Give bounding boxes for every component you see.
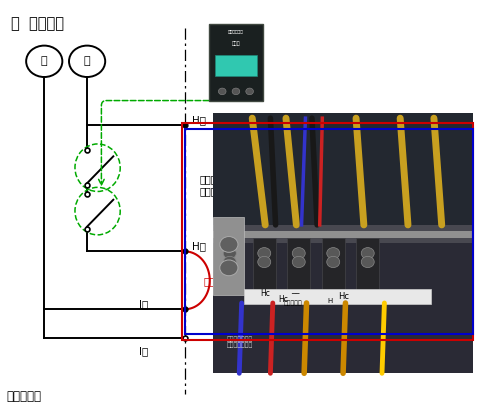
Bar: [213, 225, 473, 243]
Circle shape: [361, 256, 374, 267]
Circle shape: [361, 248, 374, 259]
Text: 図  ８７－９: 図 ８７－９: [11, 16, 64, 31]
Bar: [185, 129, 473, 334]
Circle shape: [220, 260, 238, 276]
Text: －: －: [41, 56, 47, 66]
Text: Hc: Hc: [278, 295, 288, 304]
Text: H: H: [328, 298, 333, 304]
Bar: [218, 238, 241, 292]
Text: 消火栓発地器: 消火栓発地器: [228, 30, 244, 34]
Bar: [213, 113, 473, 230]
Circle shape: [258, 256, 271, 267]
Bar: [213, 113, 473, 373]
Text: 渡り: 渡り: [204, 277, 217, 287]
Text: を確認し、その
けてください。: を確認し、その けてください。: [226, 336, 252, 348]
Circle shape: [220, 237, 238, 253]
Text: ──: ──: [291, 291, 300, 297]
Bar: [182, 123, 473, 340]
Circle shape: [327, 256, 340, 267]
Circle shape: [258, 248, 271, 259]
Circle shape: [292, 256, 305, 267]
Circle shape: [223, 256, 236, 267]
Bar: [213, 231, 473, 238]
Circle shape: [246, 88, 253, 95]
Text: 受信機内部: 受信機内部: [6, 390, 41, 403]
Bar: [213, 217, 244, 295]
Bar: [356, 238, 379, 292]
Bar: [208, 24, 263, 101]
Bar: [287, 238, 310, 292]
Circle shape: [218, 88, 226, 95]
Text: 起動用端子: 起動用端子: [284, 301, 302, 306]
Circle shape: [232, 88, 240, 95]
Text: Hc: Hc: [260, 290, 270, 298]
Circle shape: [292, 248, 305, 259]
Bar: [252, 238, 276, 292]
Text: 発信機が押された
時のみ閉じる接点: 発信機が押された 時のみ閉じる接点: [199, 174, 246, 196]
Bar: [321, 238, 345, 292]
Circle shape: [327, 248, 340, 259]
Text: H２: H２: [192, 115, 206, 125]
Text: 消火栓: 消火栓: [232, 41, 240, 46]
Text: H１: H１: [192, 241, 206, 251]
Bar: [244, 289, 431, 304]
Circle shape: [223, 248, 236, 259]
Text: Hc: Hc: [338, 292, 349, 301]
Bar: [215, 54, 257, 76]
Text: ＋: ＋: [84, 56, 91, 66]
Text: I－: I－: [139, 346, 149, 356]
Text: I＋: I＋: [139, 299, 149, 309]
